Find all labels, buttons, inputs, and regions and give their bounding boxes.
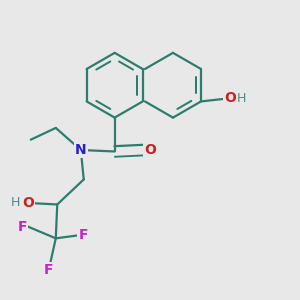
Text: O: O [224, 92, 236, 106]
Text: H: H [11, 196, 20, 209]
Text: O: O [22, 196, 34, 210]
Text: N: N [75, 143, 87, 157]
Text: O: O [144, 143, 156, 157]
Text: F: F [78, 228, 88, 242]
Text: F: F [18, 220, 27, 234]
Text: H: H [237, 92, 246, 105]
Text: F: F [44, 263, 53, 277]
